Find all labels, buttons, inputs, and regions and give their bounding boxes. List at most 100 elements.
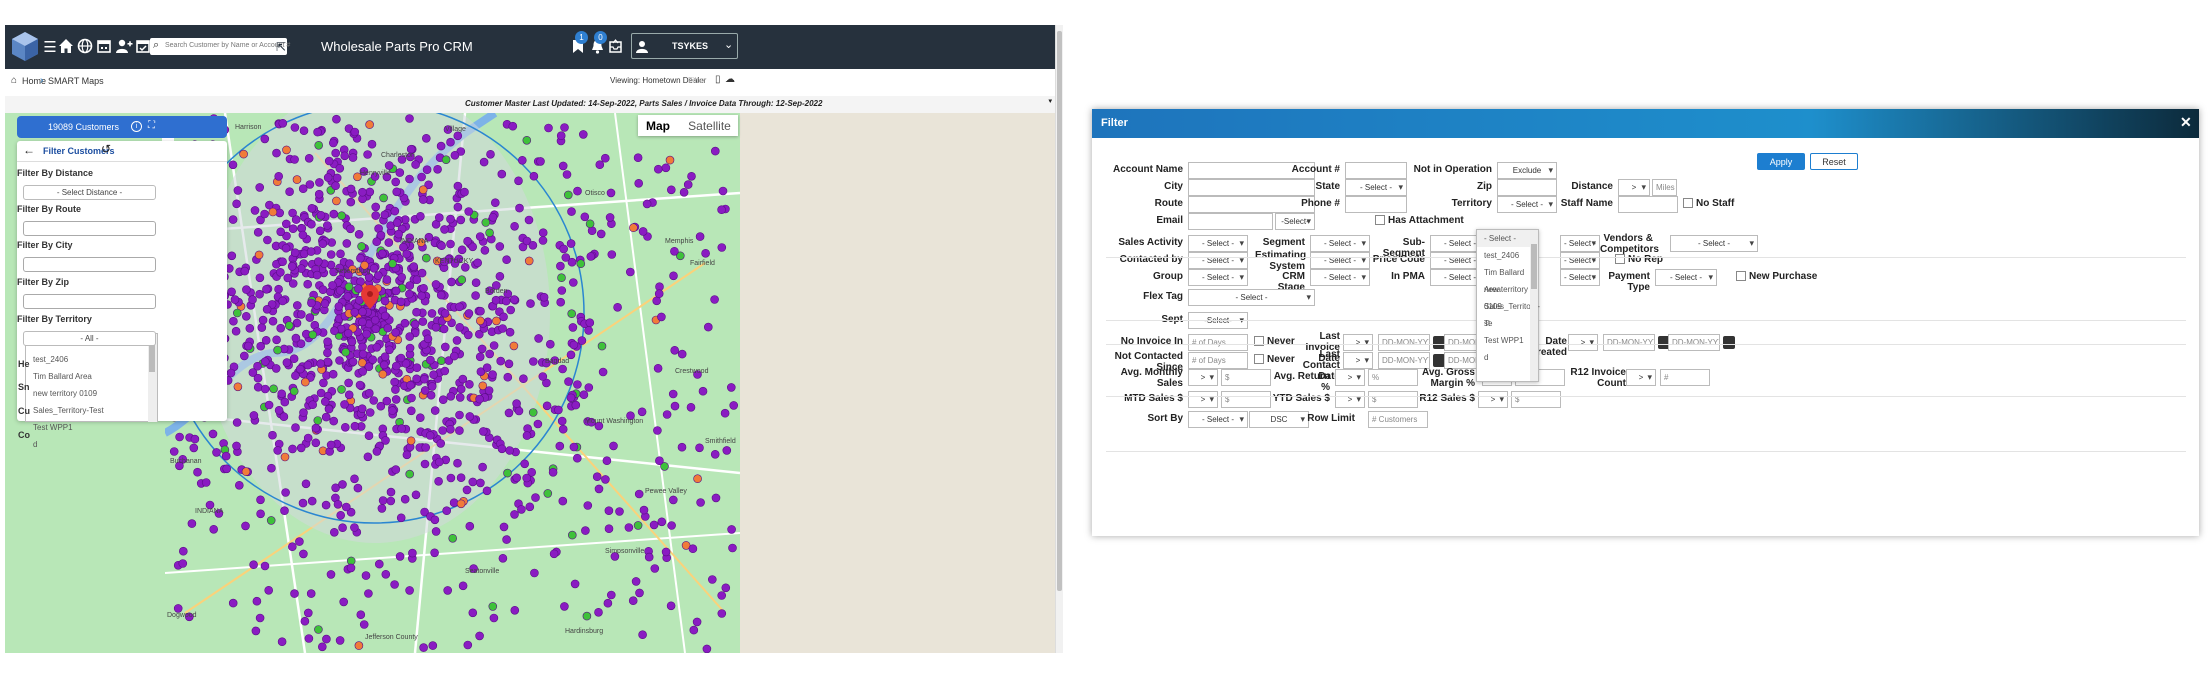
customer-marker[interactable]	[293, 301, 302, 310]
customer-marker[interactable]	[569, 442, 579, 452]
sidebar-filter-input[interactable]: - Select Distance -	[23, 185, 156, 200]
customer-marker[interactable]	[634, 489, 644, 499]
customer-marker[interactable]	[335, 163, 345, 173]
customer-marker[interactable]	[358, 349, 368, 359]
customer-marker[interactable]	[331, 483, 340, 493]
customer-marker[interactable]	[330, 527, 339, 537]
payment-type-select[interactable]: - Select -	[1655, 269, 1717, 286]
customer-marker[interactable]	[228, 160, 238, 170]
customer-marker[interactable]	[335, 636, 345, 645]
customer-marker[interactable]	[615, 507, 624, 516]
customer-marker[interactable]	[396, 513, 406, 523]
customer-marker[interactable]	[416, 238, 426, 247]
customer-marker[interactable]	[334, 302, 344, 311]
customer-marker[interactable]	[476, 367, 486, 377]
customer-marker[interactable]	[453, 181, 463, 191]
customer-marker[interactable]	[365, 388, 374, 398]
close-icon[interactable]: ✕	[2180, 114, 2192, 130]
customer-marker[interactable]	[446, 137, 455, 147]
customer-marker[interactable]	[476, 478, 485, 488]
customer-marker[interactable]	[290, 123, 300, 132]
customer-marker[interactable]	[406, 436, 416, 446]
customer-marker[interactable]	[486, 149, 495, 159]
customer-marker[interactable]	[385, 345, 394, 355]
customer-marker[interactable]	[260, 561, 270, 571]
customer-marker[interactable]	[241, 467, 251, 476]
customer-marker[interactable]	[342, 502, 351, 512]
customer-marker[interactable]	[358, 367, 367, 376]
customer-marker[interactable]	[232, 199, 241, 209]
customer-marker[interactable]	[201, 478, 211, 487]
customer-marker[interactable]	[573, 186, 582, 196]
customer-marker[interactable]	[502, 255, 511, 264]
customer-marker[interactable]	[245, 324, 255, 333]
customer-marker[interactable]	[350, 523, 359, 532]
customer-marker[interactable]	[528, 357, 538, 366]
customer-marker[interactable]	[522, 431, 532, 440]
customer-marker[interactable]	[696, 498, 705, 507]
customer-marker[interactable]	[359, 620, 369, 629]
no-rep-checkbox[interactable]	[1615, 254, 1625, 264]
row-limit-field[interactable]: # Customers	[1368, 411, 1428, 428]
customer-marker[interactable]	[717, 205, 726, 214]
customer-marker[interactable]	[453, 131, 463, 141]
customer-marker[interactable]	[273, 446, 282, 455]
customer-marker[interactable]	[361, 571, 371, 580]
customer-marker[interactable]	[586, 252, 596, 261]
customer-marker[interactable]	[380, 210, 390, 220]
customer-marker[interactable]	[365, 187, 375, 197]
customer-marker[interactable]	[314, 257, 323, 266]
territory-option[interactable]: Tim Ballard Area	[1484, 268, 1525, 294]
customer-marker[interactable]	[505, 446, 515, 455]
customer-marker[interactable]	[595, 160, 605, 170]
customer-marker[interactable]	[255, 273, 265, 283]
customer-marker[interactable]	[720, 408, 730, 418]
new-purchase-checkbox[interactable]	[1736, 271, 1746, 281]
customer-marker[interactable]	[388, 406, 397, 415]
customer-marker[interactable]	[460, 263, 470, 272]
customer-marker[interactable]	[263, 235, 272, 245]
customer-marker[interactable]	[710, 449, 720, 459]
customer-marker[interactable]	[369, 264, 379, 273]
customer-marker[interactable]	[324, 404, 334, 414]
customer-marker[interactable]	[212, 448, 221, 457]
customer-marker[interactable]	[430, 406, 440, 415]
customer-marker[interactable]	[328, 369, 338, 379]
customer-marker[interactable]	[184, 612, 194, 622]
customer-marker[interactable]	[173, 604, 183, 613]
customer-marker[interactable]	[209, 524, 219, 534]
customer-marker[interactable]	[495, 242, 505, 251]
customer-marker[interactable]	[693, 370, 702, 379]
customer-marker[interactable]	[569, 340, 579, 350]
not-contacted-days-field[interactable]: # of Days	[1188, 352, 1248, 369]
customer-marker[interactable]	[374, 271, 383, 280]
customer-marker[interactable]	[285, 187, 294, 196]
customer-marker[interactable]	[321, 412, 331, 422]
customer-marker[interactable]	[439, 324, 449, 334]
customer-marker[interactable]	[433, 164, 442, 174]
customer-marker[interactable]	[469, 564, 478, 573]
customer-marker[interactable]	[543, 489, 553, 498]
customer-marker[interactable]	[438, 426, 448, 435]
customer-marker[interactable]	[371, 202, 380, 212]
customer-marker[interactable]	[710, 146, 720, 156]
customer-marker[interactable]	[594, 421, 604, 431]
customer-marker[interactable]	[440, 257, 449, 267]
segment-select[interactable]: - Select -	[1310, 235, 1370, 252]
customer-marker[interactable]	[380, 311, 390, 321]
customer-marker[interactable]	[653, 164, 663, 174]
avg-return-operator-select[interactable]: >	[1335, 369, 1365, 386]
customer-marker[interactable]	[594, 484, 604, 494]
customer-marker[interactable]	[644, 552, 654, 562]
customer-marker[interactable]	[341, 347, 350, 357]
customer-marker[interactable]	[278, 296, 287, 306]
add-user-icon[interactable]	[115, 38, 133, 54]
customer-marker[interactable]	[357, 404, 367, 414]
customer-marker[interactable]	[303, 433, 313, 443]
customer-marker[interactable]	[424, 232, 434, 242]
customer-marker[interactable]	[300, 616, 310, 626]
customer-marker[interactable]	[288, 224, 298, 233]
customer-marker[interactable]	[710, 295, 719, 304]
customer-marker[interactable]	[446, 473, 456, 483]
customer-marker[interactable]	[291, 371, 300, 381]
